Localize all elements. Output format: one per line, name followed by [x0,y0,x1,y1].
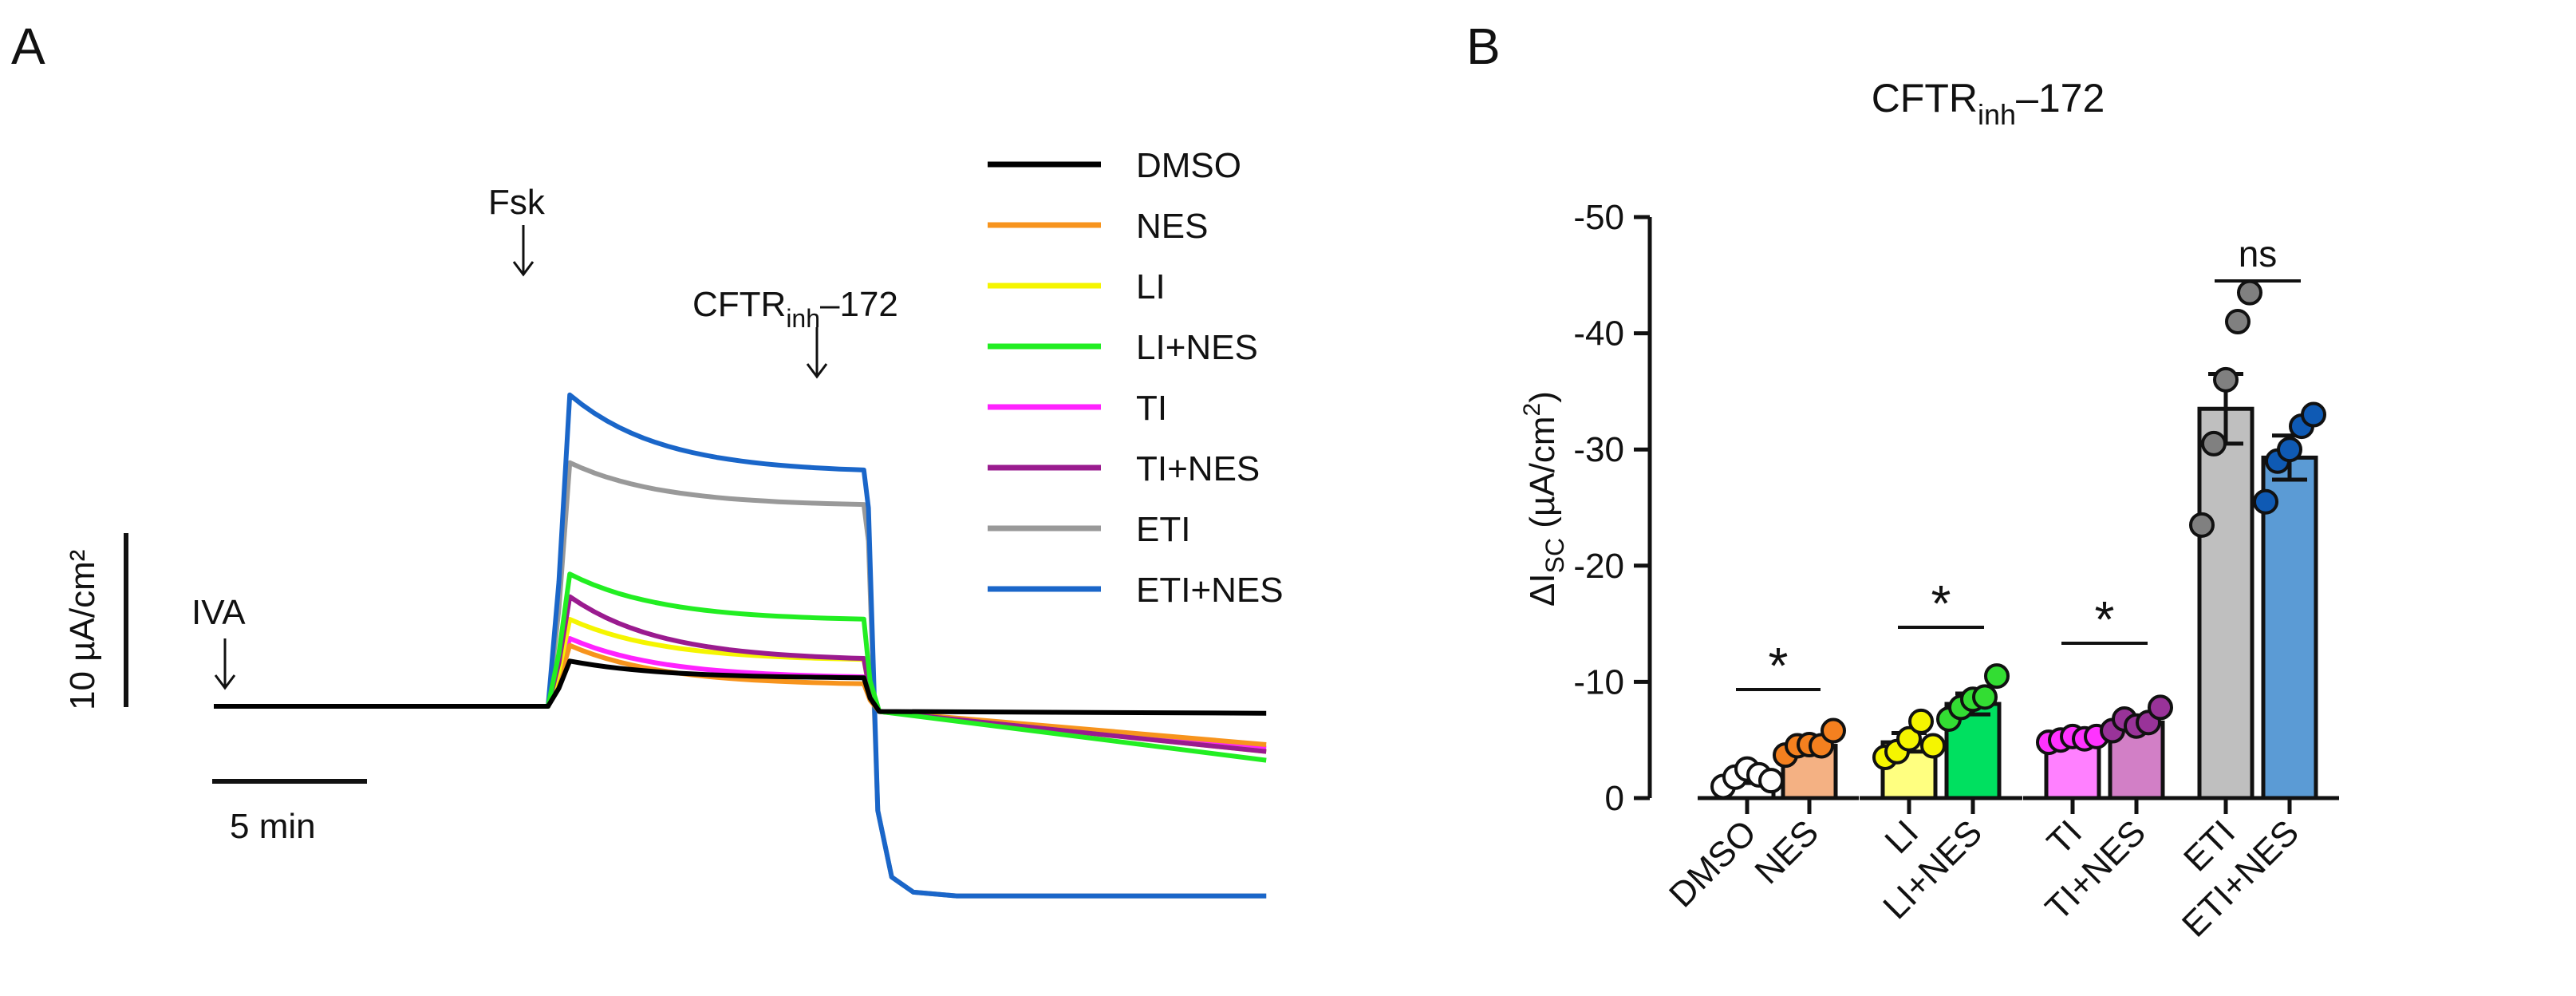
data-point [1984,663,2010,690]
x-tick-label: TI [2040,812,2089,862]
legend-label: TI+NES [1136,449,1260,488]
trace-dmso [214,658,1267,716]
y-tick-label: 0 [1605,779,1624,818]
data-point [1758,768,1784,794]
legend-label: ETI+NES [1136,571,1284,610]
significance-label: * [1931,575,1951,632]
data-point [1972,684,1998,710]
panel-b: B CFTRinh–172 ΔISC (µA/cm2) 0 -10 -20 -30 -4… [1466,18,2339,945]
data-point [2225,309,2251,335]
data-point [2189,512,2215,538]
significance-label: * [1769,637,1789,694]
fsk-label: Fsk [488,183,546,222]
y-tick-label: -50 [1573,198,1624,237]
y-tick-label: -30 [1573,430,1624,469]
chart-title: CFTRinh–172 [1872,76,2105,131]
data-point [2148,694,2173,721]
legend: DMSO NES LI LI+NES TI TI+NES ETI ETI+NES [988,146,1284,610]
x-tick-label: NES [1747,812,1826,891]
x-tick-label: LI [1877,812,1926,861]
trace-nes [214,642,1267,747]
legend-label: ETI [1136,510,1190,549]
y-tick-label: -10 [1573,662,1624,702]
significance-marks: * * * ns [1736,233,2301,694]
y-tick-label: -40 [1573,314,1624,354]
trace-group [214,392,1267,899]
iva-label: IVA [191,593,246,632]
significance-label: ns [2239,233,2278,275]
cftr-arrow-icon [806,327,828,379]
trace-ti-plus-nes [214,594,1267,754]
data-point [1920,733,1946,759]
panel-a: A IVA Fsk CFTRinh–172 10 µA/cm² 5 min DM… [11,18,1284,899]
data-point [2301,401,2326,428]
data-point [1908,708,1934,734]
bar-chart-bars [1710,279,2326,800]
vertical-scalebar-label: 10 µA/cm² [63,550,102,710]
significance-label: * [2095,591,2115,648]
trace-eti-plus-nes [214,392,1267,899]
legend-label: DMSO [1136,146,1241,185]
cftr-annotation: CFTRinh–172 [692,285,898,333]
fsk-arrow-icon [512,225,535,277]
data-point [2213,366,2239,393]
data-point [2277,437,2302,463]
data-point [1821,717,1846,744]
panel-a-letter: A [11,18,45,75]
legend-label: LI [1136,267,1166,306]
panel-b-letter: B [1466,18,1501,75]
data-point [2253,488,2278,515]
trace-li-plus-nes [214,571,1267,763]
trace-eti [214,460,1267,899]
data-point [2237,279,2262,306]
horizontal-scalebar-label: 5 min [230,807,316,846]
data-point [1896,725,1922,752]
y-tick-label: -20 [1573,547,1624,586]
legend-label: LI+NES [1136,328,1258,367]
bar-eti [2197,406,2254,800]
y-axis-label: ΔISC (µA/cm2) [1519,391,1569,607]
iva-arrow-icon [214,638,236,690]
data-point [2201,430,2227,457]
legend-label: NES [1136,207,1208,246]
legend-label: TI [1136,389,1167,428]
